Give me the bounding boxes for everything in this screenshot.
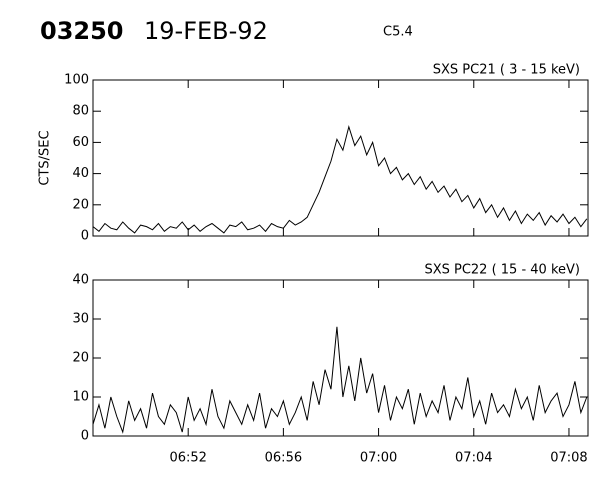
y-axis-label: CTS/SEC [38,130,53,185]
y-tick-label: 40 [72,273,89,288]
y-tick-label: 20 [72,351,89,366]
y-tick-label: 0 [81,229,89,244]
y-tick-label: 80 [72,104,89,119]
plot-frame [92,279,589,437]
event-date: 19-FEB-92 [144,17,268,45]
x-tick-label: 07:08 [550,451,587,466]
data-line [92,326,588,434]
y-tick-label: 30 [72,312,89,327]
x-tick-label: 07:00 [360,451,397,466]
flare-class: C5.4 [383,25,413,40]
y-tick-label: 100 [64,73,89,88]
plot-title: SXS PC22 ( 15 - 40 keV) [424,263,580,278]
y-tick-label: 10 [72,390,89,405]
data-line [92,124,588,234]
plot-frame [92,79,589,237]
y-tick-label: 40 [72,166,89,181]
y-tick-label: 0 [81,429,89,444]
y-tick-label: 20 [72,197,89,212]
x-tick-label: 07:04 [455,451,492,466]
x-tick-label: 06:56 [265,451,302,466]
event-id: 03250 [40,17,124,45]
x-tick-label: 06:52 [169,451,206,466]
plot-title: SXS PC21 ( 3 - 15 keV) [433,63,580,78]
y-tick-label: 60 [72,135,89,150]
